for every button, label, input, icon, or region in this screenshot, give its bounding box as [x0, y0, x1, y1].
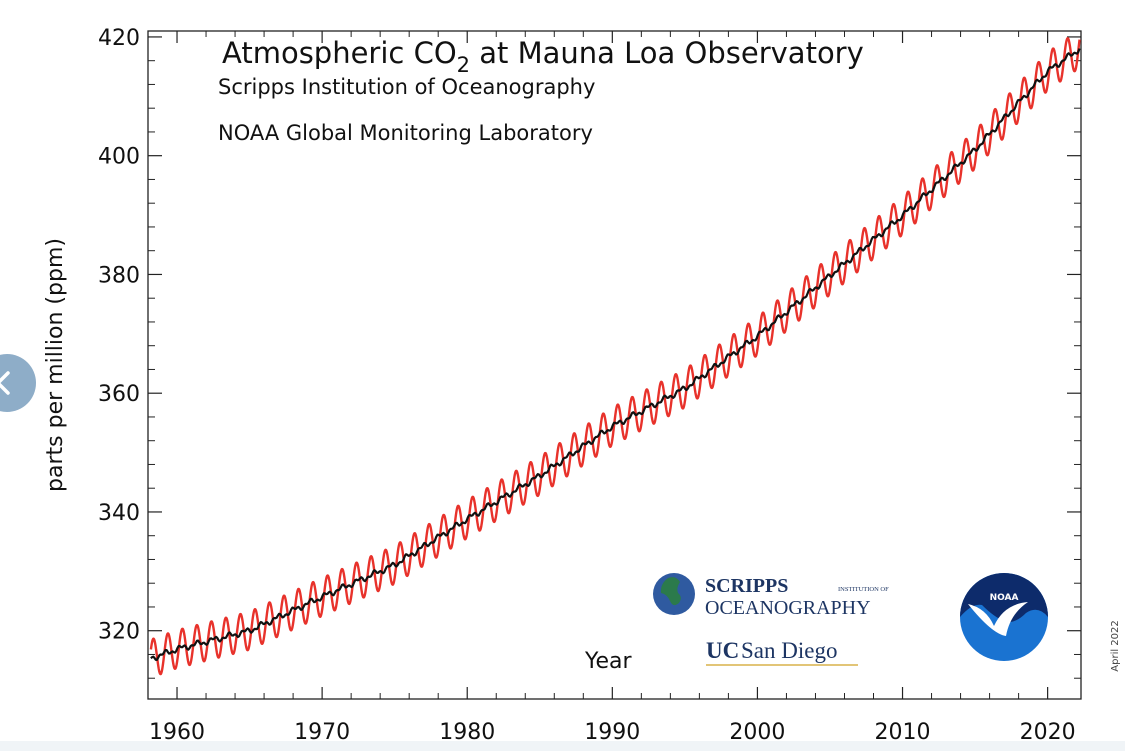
- noaa-logo-label: NOAA: [990, 593, 1019, 603]
- y-tick-label: 380: [98, 263, 140, 288]
- bottom-strip: [0, 741, 1125, 751]
- y-tick-label: 340: [98, 501, 140, 526]
- x-tick-label: 2020: [1020, 720, 1076, 745]
- chevron-left-icon: [0, 371, 10, 395]
- scripps-logo-line1: SCRIPPS: [705, 575, 788, 597]
- chart-title: Atmospheric CO2 at Mauna Loa Observatory: [222, 36, 864, 77]
- y-tick-label: 420: [98, 26, 140, 51]
- date-footnote: April 2022: [1110, 620, 1121, 671]
- y-tick-label: 360: [98, 382, 140, 407]
- scripps-logo: SCRIPPS INSTITUTION OF OCEANOGRAPHY: [653, 573, 889, 619]
- scripps-logo-line1-small: INSTITUTION OF: [838, 586, 889, 593]
- x-tick-label: 1960: [149, 720, 205, 745]
- monthly-co2-line: [149, 37, 1081, 676]
- x-tick-label: 2000: [729, 720, 785, 745]
- ucsd-logo: UC San Diego: [706, 638, 858, 666]
- ucsd-logo-uc: UC: [706, 638, 739, 663]
- x-tick-label: 1980: [439, 720, 495, 745]
- previous-button[interactable]: [0, 354, 36, 412]
- chart-subtitle-scripps: Scripps Institution of Oceanography: [218, 75, 595, 99]
- x-axis-label: Year: [584, 649, 633, 674]
- y-tick-label: 400: [98, 145, 140, 170]
- scripps-logo-line2: OCEANOGRAPHY: [705, 597, 871, 619]
- noaa-logo: NOAA: [960, 573, 1048, 661]
- globe-land-shape: [660, 577, 681, 606]
- y-axis-label: parts per million (ppm): [43, 238, 68, 492]
- noaa-navy-top: [960, 573, 1048, 622]
- trend-co2-line: [150, 48, 1081, 661]
- x-tick-label: 1990: [584, 720, 640, 745]
- x-tick-label: 2010: [875, 720, 931, 745]
- axis-ticks: 1960 1970 1980 1990 2000 2010 2020 320 340 360 380…: [98, 26, 1081, 745]
- series-layer: [149, 37, 1081, 676]
- x-tick-label: 1970: [294, 720, 350, 745]
- plot-frame: [147, 30, 1082, 700]
- y-tick-label: 320: [98, 620, 140, 645]
- chart-subtitle-noaa: NOAA Global Monitoring Laboratory: [218, 121, 593, 145]
- ucsd-logo-name: San Diego: [741, 638, 837, 663]
- noaa-bird-shape: [968, 602, 1028, 636]
